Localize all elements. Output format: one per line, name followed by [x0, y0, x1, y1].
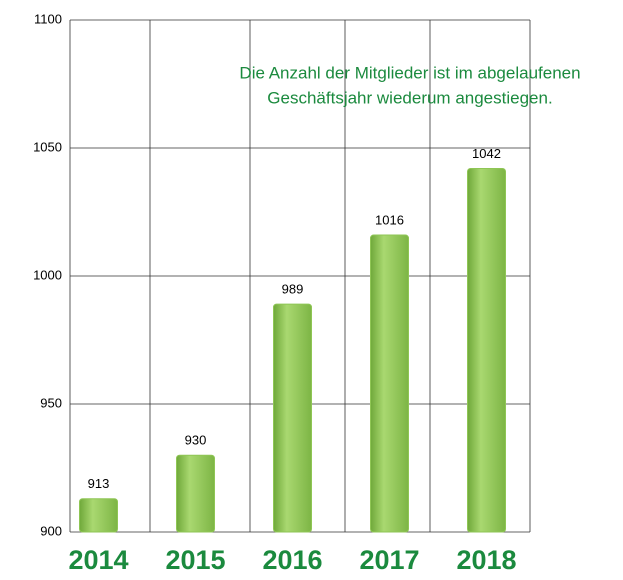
- value-label: 930: [185, 433, 207, 448]
- value-label: 1042: [472, 146, 501, 161]
- bar: [176, 454, 215, 533]
- x-tick-label: 2015: [165, 545, 225, 575]
- x-tick-label: 2014: [68, 545, 128, 575]
- x-tick-label: 2017: [359, 545, 419, 575]
- y-tick-label: 1000: [33, 267, 62, 282]
- y-tick-label: 1050: [33, 139, 62, 154]
- y-tick-label: 1100: [34, 11, 62, 26]
- annotation: Die Anzahl der Mitglieder ist im abgelau…: [239, 63, 580, 82]
- annotation: Geschäftsjahr wiederum angestiegen.: [267, 88, 552, 107]
- bar: [467, 167, 506, 533]
- value-label: 1016: [375, 212, 404, 227]
- bar: [370, 234, 409, 533]
- y-tick-label: 950: [40, 395, 62, 410]
- bar: [273, 303, 312, 533]
- value-label: 913: [88, 476, 110, 491]
- x-tick-label: 2016: [262, 545, 322, 575]
- x-tick-label: 2018: [456, 545, 516, 575]
- value-label: 989: [282, 282, 304, 297]
- bar: [79, 498, 118, 533]
- y-tick-label: 900: [40, 523, 62, 538]
